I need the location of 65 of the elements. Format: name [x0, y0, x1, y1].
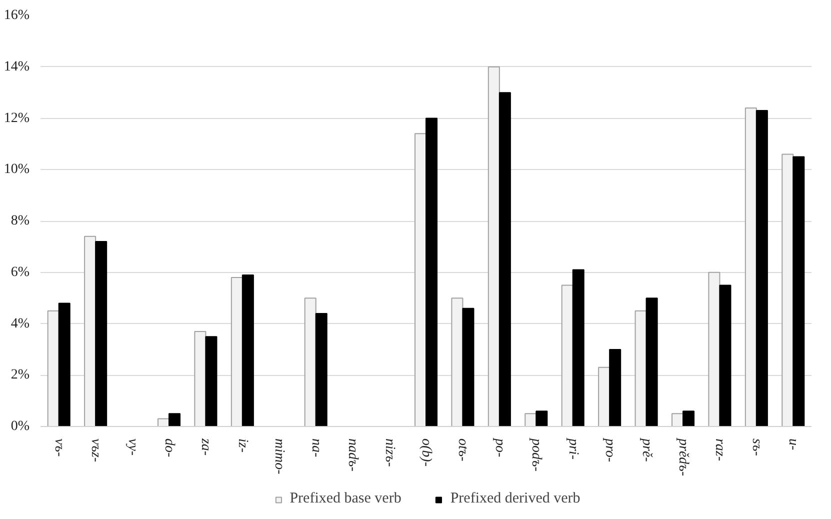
- x-tick-label: raz-: [712, 438, 728, 462]
- x-tick-label: vy-: [124, 438, 140, 456]
- bar: [426, 118, 438, 426]
- bar: [95, 241, 108, 426]
- bar: [598, 366, 610, 426]
- y-tick-label: 8%: [10, 214, 30, 228]
- x-tick-label: prědъ-: [676, 438, 690, 476]
- x-tick-label: u-: [786, 438, 801, 450]
- y-tick-label: 4%: [10, 316, 30, 332]
- bar: [58, 302, 70, 426]
- y-tick-label: 12%: [4, 110, 30, 126]
- x-tick-label: iz-: [234, 438, 250, 453]
- bar: [194, 330, 206, 426]
- bar: [708, 272, 720, 426]
- x-tick-label: na-: [308, 438, 324, 458]
- bar: [205, 336, 218, 426]
- x-tick-label: po-: [492, 438, 507, 458]
- bar: [498, 92, 511, 426]
- bar: [168, 413, 181, 426]
- bar: [572, 269, 584, 426]
- bar: [524, 413, 537, 426]
- bar: [609, 348, 622, 426]
- y-tick-label: 2%: [10, 368, 30, 383]
- x-tick-label: mimo-: [272, 438, 287, 475]
- y-tick-label: 10%: [4, 162, 30, 178]
- bar: [488, 66, 500, 426]
- bar: [47, 310, 60, 426]
- bar: [646, 298, 658, 426]
- bar: [634, 310, 647, 426]
- x-tick-label: pri-: [565, 438, 580, 460]
- x-tick-label: podъ-: [528, 438, 544, 472]
- bar: [744, 107, 757, 426]
- bar: [719, 284, 732, 426]
- bar: [242, 274, 254, 426]
- x-tick-label: nadъ-: [345, 438, 360, 472]
- x-tick-label: pro-: [602, 438, 618, 462]
- bar: [782, 154, 794, 426]
- x-tick-label: otъ-: [455, 438, 470, 462]
- x-tick-label: nizъ-: [382, 438, 397, 468]
- x-tick-label: vъz-: [88, 438, 104, 462]
- bar: [84, 236, 96, 426]
- bar: [792, 156, 805, 426]
- x-tick-label: sъ-: [748, 438, 764, 456]
- x-tick-label: o(b)-: [418, 438, 434, 467]
- y-tick-label: 6%: [10, 264, 30, 280]
- bar: [682, 410, 695, 426]
- x-tick-label: do-: [162, 438, 176, 458]
- bar: [671, 413, 684, 426]
- bar: [462, 308, 474, 426]
- legend-label: Prefixed base verb: [290, 490, 402, 508]
- bar: [315, 312, 328, 426]
- bar: [536, 410, 548, 426]
- y-tick-label: 0%: [10, 419, 30, 434]
- legend-label: Prefixed derived verb: [450, 490, 580, 508]
- bar: [561, 284, 574, 426]
- bar: [414, 133, 426, 426]
- y-tick-label: 16%: [4, 8, 30, 23]
- bar: [304, 298, 316, 426]
- bar: [451, 298, 464, 426]
- x-tick-label: vъ-: [51, 438, 66, 457]
- bar: [756, 110, 768, 426]
- bar: [230, 277, 243, 426]
- y-tick-label: 14%: [4, 59, 30, 74]
- x-tick-label: za-: [198, 438, 214, 456]
- x-tick-label: prě-: [638, 438, 654, 462]
